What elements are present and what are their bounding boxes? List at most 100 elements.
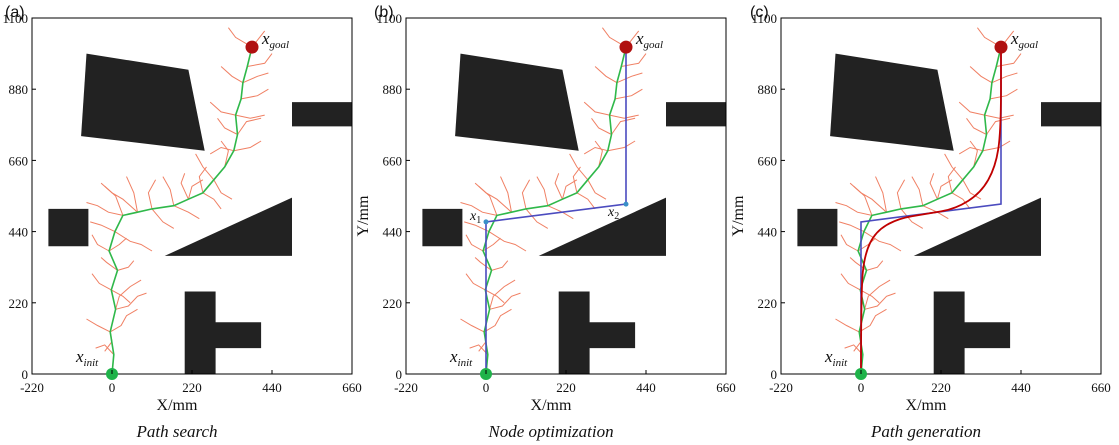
- tree-branch: [115, 292, 147, 310]
- tree-branch: [86, 318, 111, 333]
- x-tick-label: 220: [182, 380, 202, 395]
- node-label-x: x1: [469, 209, 481, 226]
- tree-branch: [858, 308, 887, 333]
- start-label: xinit: [449, 347, 473, 369]
- obstacle: [933, 291, 1011, 374]
- tree-branch: [474, 182, 512, 213]
- tree-branch: [241, 88, 269, 100]
- obstacle: [81, 53, 205, 151]
- tree-branch: [469, 344, 489, 355]
- obstacle: [913, 197, 1041, 256]
- y-tick-label: 880: [9, 82, 29, 97]
- obstacle: [455, 53, 579, 151]
- tree-branch: [209, 101, 236, 116]
- tree-branch: [209, 146, 234, 155]
- obstacle: [538, 197, 666, 256]
- tree-branch: [491, 260, 509, 271]
- tree-branch: [483, 308, 512, 333]
- panel-caption: Path search: [135, 422, 217, 441]
- tree-branch: [962, 179, 982, 200]
- tree-branch: [561, 179, 578, 200]
- tree-branch: [521, 179, 531, 210]
- tree-branch: [835, 202, 873, 216]
- tree-branch: [986, 117, 1011, 135]
- tree-branch: [594, 66, 618, 84]
- y-tick-label: 660: [758, 153, 778, 168]
- tree-branch: [115, 279, 142, 310]
- obstacle: [797, 208, 838, 247]
- tree-branch: [91, 234, 110, 252]
- goal-point: [994, 40, 1008, 54]
- obstacle: [422, 208, 463, 247]
- y-axis-label: Y/mm: [355, 195, 372, 236]
- tree-branch: [958, 101, 985, 116]
- tree-branch: [151, 208, 175, 229]
- y-tick-label: 1100: [376, 11, 402, 26]
- x-tick-label: 440: [636, 380, 656, 395]
- tree-branch: [90, 221, 116, 233]
- tree-branch: [460, 318, 485, 333]
- tree-branch: [572, 166, 581, 193]
- tree-branch: [839, 221, 865, 233]
- obstacle: [164, 197, 292, 256]
- tree-branch: [944, 153, 964, 181]
- tree-branch: [587, 179, 607, 200]
- tree-branch: [235, 114, 265, 119]
- tree-branch: [488, 231, 527, 252]
- tree-branch: [464, 221, 490, 233]
- tree-branch: [896, 179, 906, 210]
- tree-branch: [91, 273, 112, 291]
- start-label-subscript: init: [84, 357, 100, 369]
- panel-label: (b): [374, 4, 394, 21]
- tree-branch: [569, 153, 589, 181]
- x-tick-label: 220: [556, 380, 576, 395]
- tree-branch: [195, 153, 215, 181]
- tree-branch: [489, 279, 516, 310]
- tree-branch: [849, 182, 887, 213]
- tree-branch: [220, 140, 229, 168]
- tree-branch: [478, 185, 498, 216]
- tree-branch: [147, 179, 157, 210]
- y-tick-label: 440: [758, 225, 778, 240]
- tree-branch: [594, 140, 603, 168]
- tree-branch: [866, 260, 884, 271]
- y-tick-label: 220: [383, 296, 403, 311]
- tree-branch: [929, 173, 938, 200]
- tree-branch: [990, 88, 1018, 100]
- optimized-node-point: [483, 219, 489, 225]
- x-axis-label: X/mm: [157, 397, 198, 414]
- x-tick-label: 660: [1091, 380, 1111, 395]
- tree-branch: [864, 292, 896, 310]
- tree-branch: [616, 72, 643, 84]
- x-tick-label: 440: [262, 380, 282, 395]
- tree-branch: [982, 140, 1011, 152]
- tree-branch: [233, 140, 262, 152]
- y-tick-label: 1100: [751, 11, 777, 26]
- obstacle: [558, 291, 636, 374]
- tree-branch: [835, 318, 860, 333]
- x-tick-label: -220: [769, 380, 793, 395]
- generated-path-curve: [860, 47, 1002, 375]
- x-tick-label: 0: [483, 380, 490, 395]
- y-axis-label: Y/mm: [730, 195, 747, 236]
- obstacle: [292, 102, 352, 127]
- x-axis-label: X/mm: [531, 397, 572, 414]
- start-label: xinit: [75, 347, 99, 369]
- node-label-subscript: 2: [614, 211, 619, 222]
- x-tick-label: 660: [342, 380, 362, 395]
- tree-branch: [173, 205, 200, 220]
- y-tick-label: 0: [22, 367, 29, 382]
- tree-branch: [220, 66, 244, 84]
- goal-label-subscript: goal: [270, 39, 290, 51]
- tree-branch: [875, 176, 887, 213]
- x-tick-label: -220: [394, 380, 418, 395]
- tree-branch: [485, 289, 505, 304]
- tree-branch: [202, 192, 222, 210]
- tree-branch: [536, 176, 549, 206]
- start-label-subscript: init: [833, 357, 849, 369]
- y-tick-label: 220: [758, 296, 778, 311]
- tree-branch: [86, 202, 124, 216]
- tree-branch: [991, 72, 1018, 84]
- tree-branch: [104, 185, 124, 216]
